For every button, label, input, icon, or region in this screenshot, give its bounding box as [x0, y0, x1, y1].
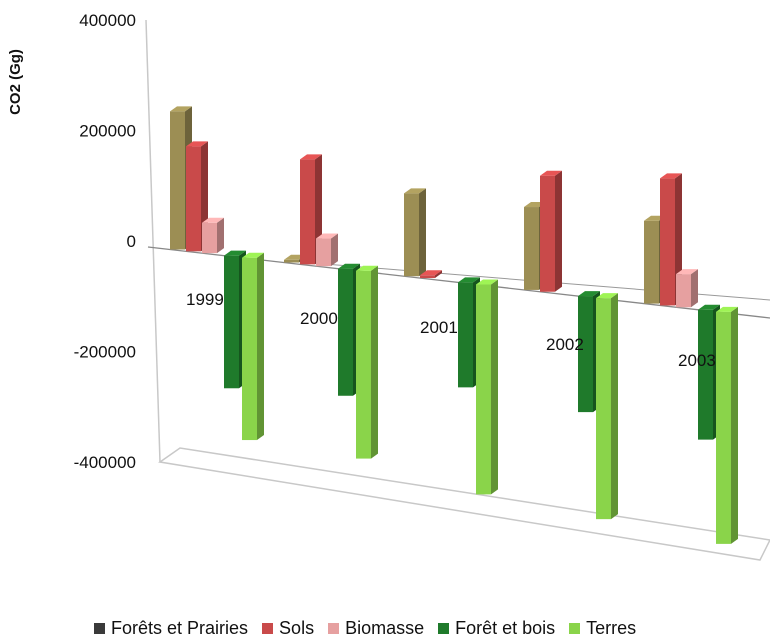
- bar-side: [555, 170, 562, 292]
- bar-top: [458, 277, 480, 283]
- bar-front: [420, 275, 435, 279]
- bar-front: [524, 207, 539, 290]
- bar-front: [458, 282, 473, 388]
- bar-front: [676, 274, 691, 308]
- bar-front: [596, 298, 611, 520]
- legend-label: Terres: [586, 617, 637, 638]
- bar-top: [300, 154, 322, 160]
- bar-front: [242, 257, 257, 441]
- bar-front: [224, 255, 239, 389]
- bar-front: [300, 159, 315, 265]
- y-axis-label: CO2 (Gg): [7, 49, 24, 115]
- bar-top: [716, 306, 738, 312]
- bar-top: [698, 304, 720, 310]
- legend-label: Forêts et Prairies: [111, 617, 249, 638]
- legend-swatch: [569, 622, 581, 634]
- bar: [420, 270, 442, 279]
- legend-swatch: [262, 622, 274, 634]
- bar: [716, 306, 738, 544]
- bar-side: [491, 279, 498, 495]
- category-label: 2002: [546, 335, 584, 354]
- bar-front: [186, 146, 201, 252]
- bar-front: [540, 175, 555, 292]
- bar-front: [660, 178, 675, 306]
- bar: [596, 293, 618, 520]
- legend-label: Biomasse: [345, 617, 425, 638]
- legend-item: Sols: [262, 618, 314, 639]
- bar-front: [716, 311, 731, 544]
- category-labels: 1999 2000 2001 2002 2003: [186, 290, 716, 370]
- bar: [540, 170, 562, 292]
- floor-plane: [158, 447, 770, 561]
- category-label: 1999: [186, 290, 224, 309]
- bar-front: [356, 270, 371, 459]
- bar-side: [435, 270, 442, 279]
- bar-side: [611, 293, 618, 520]
- legend-label: Sols: [279, 617, 315, 638]
- bar-side: [691, 269, 698, 308]
- bar-front: [698, 309, 713, 440]
- category-label: 2001: [420, 318, 458, 337]
- legend-swatch: [328, 622, 340, 634]
- bar: [356, 265, 378, 459]
- bar-front: [170, 111, 185, 250]
- bar-top: [356, 265, 378, 271]
- y-tick-label: 200000: [79, 122, 136, 141]
- bar-top: [660, 173, 682, 179]
- legend-item: Biomasse: [328, 618, 424, 639]
- bar-top: [676, 269, 698, 275]
- bar-top: [404, 188, 426, 194]
- bar-front: [578, 296, 593, 413]
- bar-top: [186, 141, 208, 147]
- bar-front: [316, 238, 331, 267]
- bar: [476, 279, 498, 495]
- y-tick-label: 400000: [79, 11, 136, 30]
- bar-top: [224, 250, 246, 256]
- y-axis-line: [145, 19, 161, 463]
- bar-top: [338, 263, 360, 269]
- bar-top: [596, 293, 618, 299]
- bar-side: [419, 188, 426, 277]
- bar: [404, 188, 426, 277]
- bar-top: [420, 270, 442, 276]
- category-label: 2003: [678, 351, 716, 370]
- bar-front: [404, 193, 419, 277]
- bar-top: [476, 279, 498, 285]
- bar-front: [338, 268, 353, 396]
- legend-swatch: [438, 622, 450, 634]
- bar-top: [202, 217, 224, 223]
- bar: [202, 217, 224, 254]
- bar-top: [540, 170, 562, 176]
- bar-front: [476, 284, 491, 495]
- bar-side: [257, 252, 264, 441]
- bar: [676, 269, 698, 308]
- bar-side: [331, 233, 338, 267]
- y-axis-ticks: 400000 200000 0 -200000 -400000: [74, 11, 136, 472]
- legend-item: Forêt et bois: [438, 618, 555, 639]
- bars: [170, 106, 738, 544]
- bar: [242, 252, 264, 441]
- legend-item: Forêts et Prairies: [94, 618, 248, 639]
- bar-top: [578, 291, 600, 297]
- legend-item: Terres: [569, 618, 636, 639]
- bar-side: [371, 265, 378, 459]
- bar-side: [217, 217, 224, 254]
- y-tick-label: -200000: [74, 343, 136, 362]
- category-label: 2000: [300, 309, 338, 328]
- bar-front: [644, 220, 659, 304]
- bar-front: [202, 222, 217, 254]
- bar-top: [242, 252, 264, 258]
- bar-top: [316, 233, 338, 239]
- bar: [316, 233, 338, 267]
- legend: Forêts et Prairies Sols Biomasse Forêt et b…: [94, 617, 650, 639]
- legend-swatch: [94, 622, 105, 634]
- bar-top: [170, 106, 192, 112]
- y-tick-label: 0: [127, 232, 136, 251]
- bar-side: [731, 306, 738, 544]
- legend-label: Forêt et bois: [455, 617, 556, 638]
- bar-front: [284, 259, 299, 263]
- y-tick-label: -400000: [74, 453, 136, 472]
